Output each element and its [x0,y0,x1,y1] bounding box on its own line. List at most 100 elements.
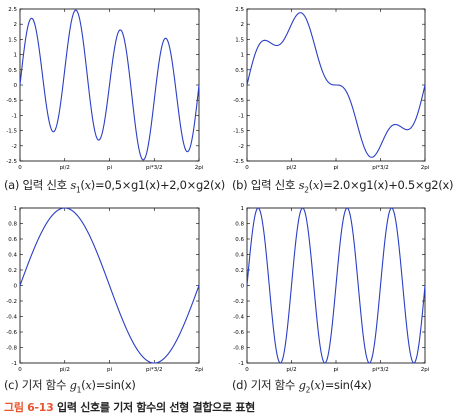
subplot-a: 2.521.510.50-0.5-1-1.5-2-2.50 pi/2 pi pi*3/… [6,7,203,171]
caption-fn-name: g [69,378,77,392]
caption-fn-sub: 2 [305,385,311,395]
y-tick-label: 1 [241,206,245,212]
y-tick-label: -1 [239,113,244,119]
y-tick-label: 0.8 [235,222,244,228]
y-tick-label: 1 [241,53,245,59]
y-tick-label: -2.5 [6,159,17,165]
caption-letter: (d) [232,378,248,392]
caption-fn-sub: 2 [304,185,309,195]
y-tick-label: 0 [14,83,18,89]
y-tick-label: -2 [239,144,244,150]
figure-caption: 그림 6-13 입력 신호를 기저 함수의 선형 결합으로 표현 [4,399,255,415]
y-tick-label: -1 [239,361,244,367]
x-tick-label: pi/2 [286,165,296,171]
subplot-b: 2.521.510.50-0.5-1-1.5-2-2.50 pi/2 pi pi*3/… [233,7,429,171]
x-tick-label: pi*3/2 [146,367,163,373]
x-tick-label: pi [333,367,338,373]
y-tick-label: -0.8 [233,346,244,352]
caption-text: 기저 함수 [250,378,296,392]
caption-text: 입력 신호 [22,178,67,192]
y-tick-label: -1 [12,113,17,119]
x-tick-label: pi [107,367,112,373]
y-tick-label: 0.4 [8,253,17,259]
y-tick-label: -1.5 [6,129,17,135]
x-tick-label: 2pi [195,367,204,373]
y-tick-label: 2 [241,22,245,28]
y-tick-label: 0.5 [235,68,244,74]
x-tick-label: 2pi [421,367,430,373]
y-tick-label: -0.6 [6,330,17,336]
caption-panel-a: (a) 입력 신호 s1(x)=0,5×g1(x)+2,0×g2(x) [4,178,225,195]
x-tick-label: 2pi [421,165,430,171]
caption-text: 기저 함수 [21,378,67,392]
x-tick-label: pi/2 [60,165,70,171]
y-tick-label: 0.6 [8,237,17,243]
caption-text: 입력 신호 [250,178,296,192]
x-tick-label: pi/2 [286,367,296,373]
caption-fn-sub: 1 [76,385,82,395]
subplot-d: 10.80.60.40.20-0.2-0.4-0.6-0.8-10 pi/2 pi p… [233,206,429,373]
caption-expression: =sin(x) [95,378,136,392]
y-tick-label: -0.4 [233,315,244,321]
y-tick-label: 0.5 [8,68,17,74]
caption-fn-sub: 1 [75,185,81,195]
series-line [246,207,426,364]
caption-panel-b: (b) 입력 신호 s2(x)=2.0×g1(x)+0.5×g2(x) [232,178,454,195]
y-tick-label: 0.6 [235,237,244,243]
figure-caption-text: 입력 신호를 기저 함수의 선형 결합으로 표현 [57,401,255,414]
y-tick-label: 2 [14,22,18,28]
y-tick-label: 1.5 [8,37,17,43]
x-tick-label: 2pi [195,165,204,171]
y-tick-label: -2.5 [233,159,244,165]
y-tick-label: -0.5 [233,98,244,104]
x-tick-label: 0 [245,165,249,171]
x-tick-label: pi [333,165,338,171]
y-tick-label: -0.6 [233,330,244,336]
y-tick-label: 1.5 [235,37,244,43]
y-tick-label: 0.2 [8,268,17,274]
figure-number: 그림 6-13 [4,401,54,414]
y-tick-label: -0.2 [6,299,17,305]
subplot-c: 10.80.60.40.20-0.2-0.4-0.6-0.8-10 pi/2 pi p… [6,206,203,373]
x-tick-label: pi/2 [60,367,70,373]
x-tick-label: 0 [18,367,22,373]
y-tick-label: -1 [12,361,17,367]
y-tick-label: -0.2 [233,299,244,305]
y-tick-label: -0.5 [6,98,17,104]
x-tick-label: pi*3/2 [372,165,389,171]
caption-panel-c: (c) 기저 함수 g1(x)=sin(x) [4,378,136,395]
series-line [246,12,426,158]
y-tick-label: -1.5 [233,129,244,135]
x-tick-label: 0 [245,367,249,373]
y-tick-label: 0.8 [8,222,17,228]
caption-fn-name: g [298,378,306,392]
y-tick-label: -0.4 [6,315,17,321]
caption-expression: =0,5×g1(x)+2,0×g2(x) [94,178,225,192]
caption-expression: =sin(4x) [324,378,372,392]
y-tick-label: 0 [14,284,18,290]
caption-letter: (c) [4,378,19,392]
caption-expression: =2.0×g1(x)+0.5×g2(x) [323,178,454,192]
caption-letter: (a) [4,178,20,192]
y-tick-label: 0.2 [235,268,244,274]
y-tick-label: 0 [241,284,245,290]
caption-panel-d: (d) 기저 함수 g2(x)=sin(4x) [232,378,372,395]
x-tick-label: 0 [18,165,22,171]
series-line [19,207,200,364]
y-tick-label: 0.4 [235,253,244,259]
x-tick-label: pi [107,165,112,171]
y-tick-label: 1 [14,206,18,212]
y-tick-label: -2 [12,144,17,150]
caption-fn-name: s [298,178,305,192]
y-tick-label: -0.8 [6,346,17,352]
y-tick-label: 1 [14,53,18,59]
x-tick-label: pi*3/2 [146,165,163,171]
caption-fn-name: s [70,178,76,192]
y-tick-label: 0 [241,83,245,89]
series-line [19,9,200,161]
x-tick-label: pi*3/2 [372,367,389,373]
y-tick-label: 2.5 [235,7,244,13]
caption-letter: (b) [232,178,248,192]
y-tick-label: 2.5 [8,7,17,13]
